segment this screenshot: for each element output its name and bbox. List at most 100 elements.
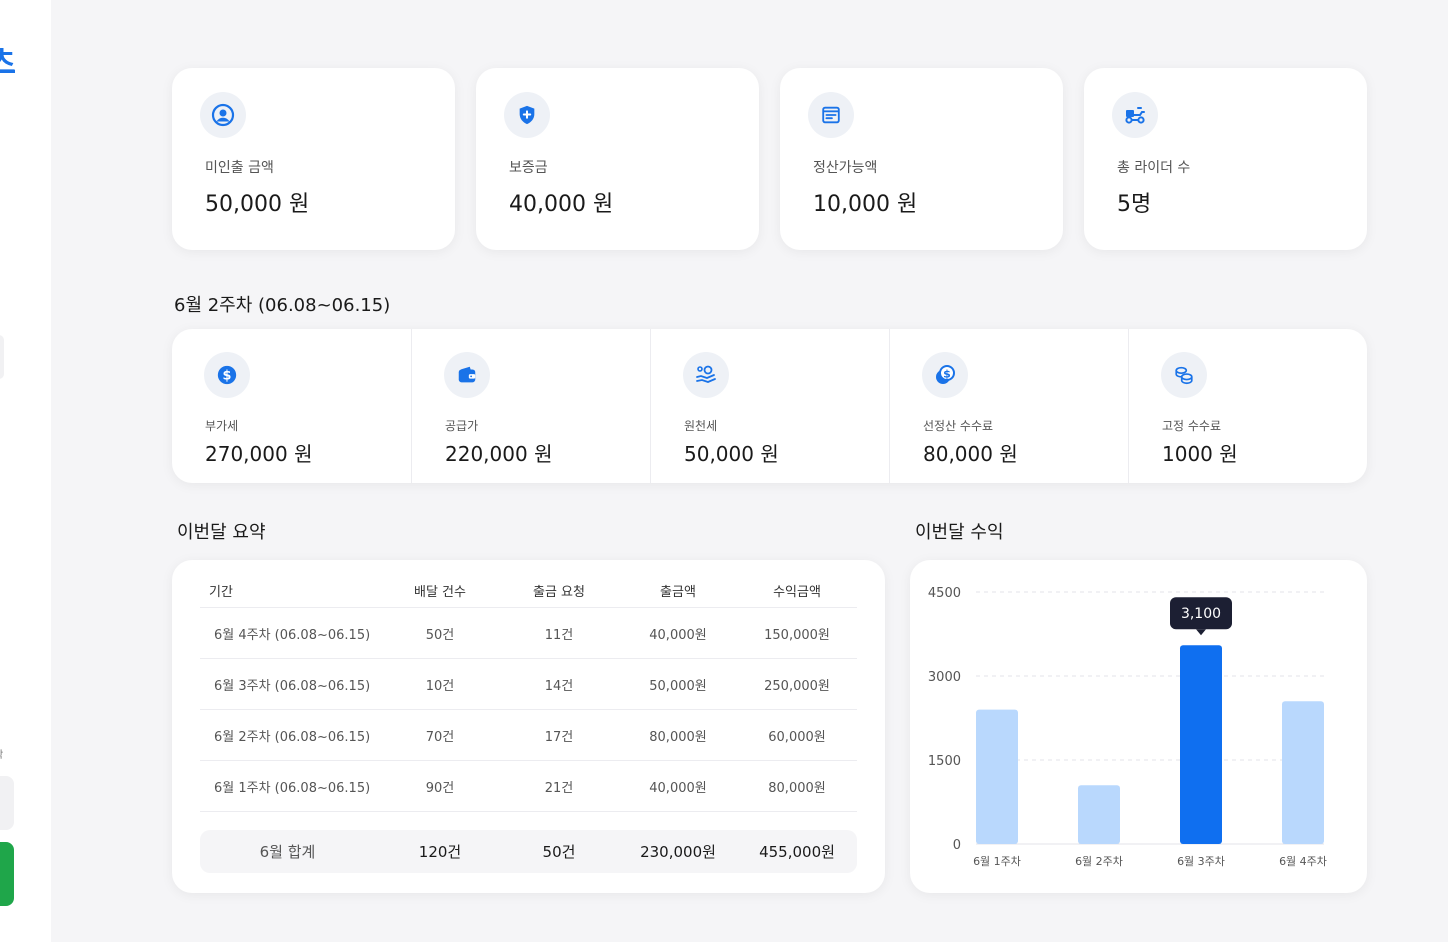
x-tick-label: 6월 1주차 (973, 855, 1021, 868)
week-item-value: 50,000 원 (684, 442, 779, 466)
wallet-icon (444, 352, 490, 398)
week-title: 6월 2주차 (06.08~06.15) (174, 295, 391, 316)
sidebar-menu-item[interactable] (0, 335, 4, 379)
stat-label: 미인출 금액 (205, 160, 274, 176)
table-row[interactable]: 6월 3주차 (06.08~06.15) 10건 14건 50,000원 250… (200, 659, 857, 710)
header-deliveries: 배달 건수 (414, 585, 466, 600)
total-label: 6월 합계 (259, 843, 316, 861)
total-withdraw-requests: 50건 (542, 843, 576, 861)
stat-card-deposit: 보증금 40,000 원 (476, 68, 759, 250)
chart-bar (1180, 645, 1222, 844)
y-tick-label: 0 (953, 838, 961, 853)
y-tick-label: 3000 (928, 670, 961, 685)
stat-value: 10,000 원 (813, 192, 918, 217)
cell-deliveries: 70건 (425, 729, 455, 745)
stat-label: 총 라이더 수 (1117, 160, 1191, 176)
chart-bar (1078, 785, 1120, 844)
revenue-chart-card: 0 1500 3000 4500 6월 1주차 6월 2주차 6월 3주차 3,100 6월 4… (910, 560, 1367, 893)
dollar-coin-icon: $ (204, 352, 250, 398)
cell-withdraw-requests: 11건 (544, 627, 574, 643)
stat-label: 보증금 (509, 160, 548, 176)
x-tick-label: 6월 3주차 (1177, 855, 1225, 868)
shield-plus-icon (504, 92, 550, 138)
stat-card-settleable: 정산가능액 10,000 원 (780, 68, 1063, 250)
revenue-title: 이번달 수익 (915, 522, 1004, 543)
cell-withdraw-amount: 80,000원 (649, 729, 707, 745)
delivery-scooter-icon (1112, 92, 1158, 138)
cell-period: 6월 1주차 (06.08~06.15) (214, 780, 371, 796)
hand-money-icon (683, 352, 729, 398)
header-withdraw-requests: 출금 요청 (533, 585, 585, 600)
week-item-value: 270,000 원 (205, 442, 313, 466)
x-tick-label: 6월 2주차 (1075, 855, 1123, 868)
week-item-fixed-fee: 고정 수수료 1000 원 (1128, 329, 1367, 483)
sidebar: 츠 작 (0, 0, 51, 942)
stat-value: 40,000 원 (509, 192, 614, 217)
cell-revenue: 150,000원 (764, 627, 830, 643)
week-item-value: 220,000 원 (445, 442, 553, 466)
stat-value: 5명 (1117, 192, 1152, 217)
summary-table: 기간 배달 건수 출금 요청 출금액 수익금액 6월 4주차 (06.08~06… (172, 560, 885, 893)
total-deliveries: 120건 (418, 843, 462, 861)
logo-underline (0, 70, 15, 73)
total-withdraw-amount: 230,000원 (640, 843, 716, 861)
stat-label: 정산가능액 (813, 160, 878, 176)
document-list-icon (808, 92, 854, 138)
table-total-row: 6월 합계 120건 50건 230,000원 455,000원 (200, 830, 857, 873)
y-tick-label: 1500 (928, 754, 961, 769)
sidebar-secondary-button[interactable] (0, 776, 14, 830)
stat-card-unwithdrawn: 미인출 금액 50,000 원 (172, 68, 455, 250)
week-item-label: 원천세 (684, 419, 718, 433)
stat-card-riders: 총 라이더 수 5명 (1084, 68, 1367, 250)
cell-withdraw-requests: 14건 (544, 678, 574, 694)
table-row[interactable]: 6월 2주차 (06.08~06.15) 70건 17건 80,000원 60,… (200, 710, 857, 761)
cell-period: 6월 3주차 (06.08~06.15) (214, 678, 371, 694)
cell-deliveries: 90건 (425, 780, 455, 796)
week-item-label: 선정산 수수료 (923, 419, 994, 433)
summary-title: 이번달 요약 (177, 522, 266, 543)
cell-withdraw-requests: 17건 (544, 729, 574, 745)
week-item-value: 1000 원 (1162, 442, 1238, 466)
revenue-chart: 0 1500 3000 4500 6월 1주차 6월 2주차 6월 3주차 3,100 6월 4… (928, 586, 1327, 868)
chart-bar (1282, 701, 1324, 844)
total-revenue: 455,000원 (759, 843, 835, 861)
week-item-value: 80,000 원 (923, 442, 1018, 466)
week-item-label: 고정 수수료 (1162, 419, 1222, 433)
svg-text:$: $ (223, 369, 232, 384)
cell-revenue: 250,000원 (764, 678, 830, 694)
chart-tooltip-label: 3,100 (1181, 606, 1221, 622)
sidebar-label: 작 (0, 746, 3, 761)
chart-bar (976, 709, 1018, 844)
cell-withdraw-requests: 21건 (544, 780, 574, 796)
coins-dollar-icon: $ (922, 352, 968, 398)
table-row[interactable]: 6월 4주차 (06.08~06.15) 50건 11건 40,000원 150… (200, 608, 857, 659)
coin-stack-icon (1161, 352, 1207, 398)
header-period: 기간 (209, 585, 233, 600)
sidebar-logo[interactable]: 츠 (0, 46, 16, 81)
cell-revenue: 80,000원 (768, 780, 826, 796)
week-item-withholding: 원천세 50,000 원 (650, 329, 889, 483)
chart-tooltip (1170, 597, 1232, 630)
y-tick-label: 4500 (928, 586, 961, 601)
sidebar-primary-button[interactable] (0, 842, 14, 906)
table-row[interactable]: 6월 1주차 (06.08~06.15) 90건 21건 40,000원 80,… (200, 761, 857, 812)
cell-withdraw-amount: 40,000원 (649, 627, 707, 643)
user-circle-icon (200, 92, 246, 138)
header-withdraw-amount: 출금액 (660, 585, 696, 600)
cell-period: 6월 2주차 (06.08~06.15) (214, 729, 371, 745)
week-item-supply: 공급가 220,000 원 (411, 329, 650, 483)
svg-text:$: $ (943, 368, 951, 381)
table-header: 기간 배달 건수 출금 요청 출금액 수익금액 (200, 574, 857, 608)
header-revenue: 수익금액 (773, 585, 821, 600)
chart-tooltip-pointer (1196, 629, 1206, 636)
cell-period: 6월 4주차 (06.08~06.15) (214, 627, 371, 643)
week-item-vat: $ 부가세 270,000 원 (172, 329, 411, 483)
cell-deliveries: 10건 (425, 678, 455, 694)
cell-deliveries: 50건 (425, 627, 455, 643)
week-item-label: 공급가 (445, 419, 479, 433)
week-item-label: 부가세 (205, 419, 239, 433)
cell-revenue: 60,000원 (768, 729, 826, 745)
cell-withdraw-amount: 40,000원 (649, 780, 707, 796)
stat-value: 50,000 원 (205, 192, 310, 217)
week-breakdown-card: $ 부가세 270,000 원 공급가 220,000 원 원천세 50,000… (172, 329, 1367, 483)
